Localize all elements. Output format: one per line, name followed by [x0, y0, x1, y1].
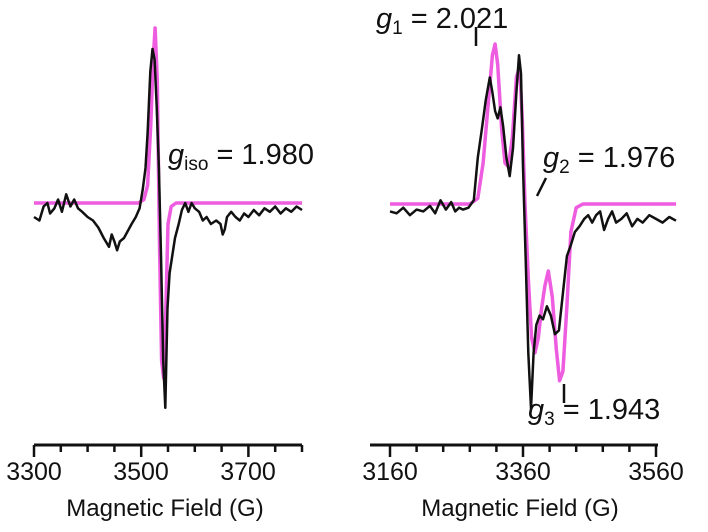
- left-g-subscript: iso: [184, 154, 208, 175]
- g3-subscript: 3: [544, 409, 555, 430]
- g2-subscript: 2: [559, 157, 570, 178]
- g3-symbol: g: [528, 394, 544, 426]
- g1-value: = 2.021: [411, 3, 509, 35]
- right-experiment-line: [389, 53, 677, 410]
- left-experiment-line: [33, 47, 303, 410]
- g1-symbol: g: [376, 3, 392, 35]
- right-x-axis-label: Magnetic Field (G): [421, 495, 618, 522]
- left-tick-label-0: 3300: [6, 458, 62, 486]
- panel-right: 3160 3360 3560 Magnetic Field (G) g1 = 2.…: [362, 3, 684, 522]
- left-x-ticks: [32, 445, 304, 457]
- g1-subscript: 1: [392, 18, 403, 39]
- g2-symbol: g: [543, 142, 559, 174]
- left-tick-label-1: 3500: [113, 458, 169, 486]
- left-x-axis-label: Magnetic Field (G): [66, 495, 263, 522]
- right-x-ticks: [388, 445, 658, 457]
- g2-annotation: g2 = 1.976: [543, 142, 675, 178]
- right-tick-label-1: 3360: [495, 458, 551, 486]
- g2-value: = 1.976: [578, 142, 676, 174]
- left-g-value: = 1.980: [216, 139, 314, 171]
- g3-annotation: g3 = 1.943: [528, 394, 660, 430]
- panel-left: 3300 3500 3700 Magnetic Field (G) giso = …: [6, 26, 314, 522]
- g3-value: = 1.943: [563, 394, 661, 426]
- g2-marker: [535, 177, 548, 197]
- right-tick-label-2: 3560: [628, 458, 684, 486]
- left-tick-label-2: 3700: [220, 458, 276, 486]
- right-simulation-line: [390, 42, 676, 383]
- left-g-iso-annotation: giso = 1.980: [168, 139, 314, 175]
- g1-annotation: g1 = 2.021: [376, 3, 508, 39]
- right-tick-label-0: 3160: [362, 458, 418, 486]
- left-g-symbol: g: [168, 139, 184, 171]
